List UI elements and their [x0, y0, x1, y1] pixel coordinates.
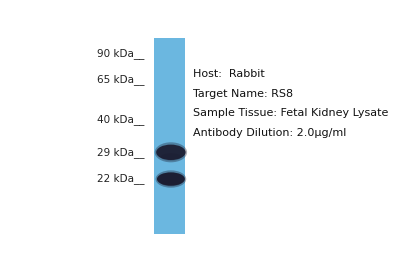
- Text: 22 kDa__: 22 kDa__: [97, 174, 144, 184]
- Text: 40 kDa__: 40 kDa__: [97, 114, 144, 125]
- Text: 65 kDa__: 65 kDa__: [97, 74, 144, 85]
- Text: 90 kDa__: 90 kDa__: [97, 48, 144, 59]
- Text: Host:  Rabbit: Host: Rabbit: [193, 69, 264, 79]
- Ellipse shape: [160, 153, 181, 161]
- Ellipse shape: [157, 172, 185, 186]
- Ellipse shape: [156, 170, 186, 188]
- Ellipse shape: [155, 142, 187, 162]
- Ellipse shape: [161, 180, 181, 186]
- Text: Sample Tissue: Fetal Kidney Lysate: Sample Tissue: Fetal Kidney Lysate: [193, 108, 388, 118]
- Text: 29 kDa__: 29 kDa__: [97, 147, 144, 158]
- Ellipse shape: [156, 145, 186, 160]
- Text: Antibody Dilution: 2.0µg/ml: Antibody Dilution: 2.0µg/ml: [193, 128, 346, 138]
- Text: Target Name: RS8: Target Name: RS8: [193, 89, 293, 99]
